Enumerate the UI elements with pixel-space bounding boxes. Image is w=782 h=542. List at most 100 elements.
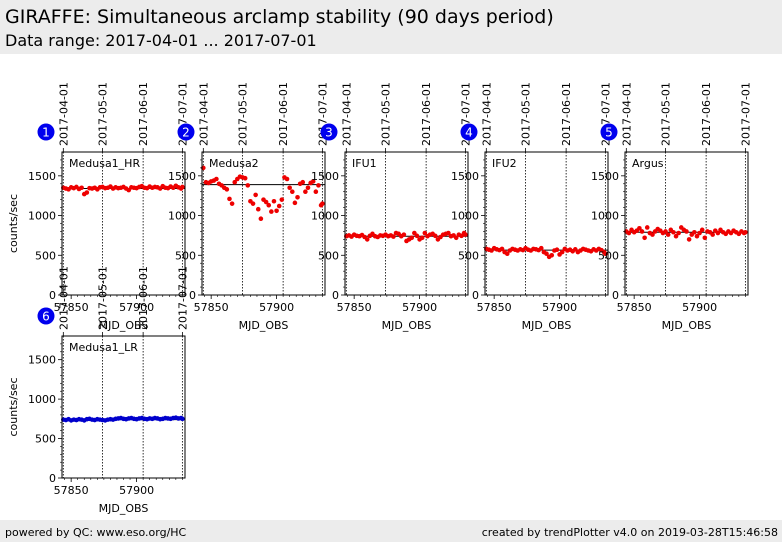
series-label: Medusa1_HR	[69, 157, 140, 170]
y-tick-label: 1500	[591, 170, 619, 183]
footer-bar: powered by QC: www.eso.org/HC created by…	[0, 520, 782, 542]
page-title: GIRAFFE: Simultaneous arclamp stability …	[5, 6, 554, 28]
data-point	[499, 246, 505, 252]
x-axis-label: MJD_OBS	[662, 319, 712, 332]
panel-number-badge	[460, 123, 478, 141]
x-tick-label: 57850	[54, 484, 89, 497]
panel-6: 2017-04-01 2017-05-01 2017-06-01 2017-07-01…	[7, 266, 189, 515]
y-axis-label: counts/sec	[7, 194, 20, 253]
x-axis-label: MJD_OBS	[382, 319, 432, 332]
date-tick-label: 2017-04-01	[57, 82, 70, 146]
date-tick-label: 2017-04-01	[480, 82, 493, 146]
data-point	[287, 185, 292, 191]
data-point	[559, 249, 565, 255]
y-tick-label: 500	[598, 249, 619, 262]
y-tick-label: 1000	[28, 210, 56, 223]
data-point	[391, 234, 396, 239]
date-tick-label: 2017-06-01	[420, 82, 433, 146]
x-tick-label: 57850	[617, 301, 652, 314]
panel-number-label: 5	[605, 126, 613, 140]
x-tick-label: 57850	[54, 301, 89, 314]
data-point	[699, 227, 705, 233]
data-point	[432, 233, 438, 239]
data-point	[292, 200, 298, 206]
date-tick-label: 2017-06-01	[560, 82, 573, 146]
data-point	[694, 233, 700, 239]
data-point	[453, 235, 459, 241]
data-point	[180, 416, 185, 422]
panel-number-badge	[177, 123, 195, 141]
data-point	[250, 201, 256, 206]
panel-1: 2017-04-01 2017-05-01 2017-06-01 2017-07-01…	[7, 82, 189, 332]
data-point	[554, 247, 560, 253]
x-tick-label: 57850	[194, 301, 229, 314]
data-point	[227, 196, 232, 202]
data-point	[414, 233, 420, 239]
data-point	[255, 206, 261, 212]
series-label: IFU1	[352, 157, 377, 170]
data-point	[626, 230, 632, 236]
plot-frame	[61, 335, 186, 479]
y-tick-label: 0	[472, 289, 479, 302]
data-point	[549, 252, 555, 258]
x-axis-label: MJD_OBS	[99, 319, 149, 332]
data-point	[84, 190, 90, 195]
y-tick-label: 0	[189, 289, 196, 302]
data-point	[603, 251, 608, 256]
date-tick-label: 2017-07-01	[739, 82, 752, 146]
data-point	[316, 183, 321, 188]
data-point	[419, 235, 425, 241]
data-point	[303, 189, 308, 195]
y-tick-label: 1500	[311, 170, 339, 183]
data-point	[715, 230, 721, 236]
data-point	[180, 184, 185, 190]
x-axis-label: MJD_OBS	[239, 319, 289, 332]
panel-number-label: 2	[182, 126, 190, 140]
data-point	[284, 176, 290, 182]
series-label: Argus	[632, 157, 664, 170]
panel-number-badge	[37, 123, 55, 141]
date-tick-label: 2017-06-01	[137, 82, 150, 146]
x-tick-label: 57850	[337, 301, 372, 314]
y-tick-label: 500	[35, 249, 56, 262]
y-tick-label: 0	[49, 289, 56, 302]
x-tick-label: 57850	[477, 301, 512, 314]
x-tick-label: 57900	[119, 301, 154, 314]
panel-number-label: 1	[42, 126, 50, 140]
header-bar: GIRAFFE: Simultaneous arclamp stability …	[0, 0, 782, 54]
date-tick-label: 2017-04-01	[57, 266, 70, 330]
date-tick-label: 2017-04-01	[197, 82, 210, 146]
data-point	[242, 175, 248, 181]
y-tick-label: 1500	[28, 170, 56, 183]
data-point	[697, 230, 702, 236]
data-point	[710, 232, 715, 237]
data-point	[229, 201, 235, 206]
series-label: Medusa2	[209, 157, 259, 170]
date-tick-label: 2017-05-01	[520, 82, 533, 146]
data-point	[684, 229, 689, 234]
x-tick-label: 57900	[542, 301, 577, 314]
x-tick-label: 57900	[119, 484, 154, 497]
x-axis-label: MJD_OBS	[522, 319, 572, 332]
x-tick-label: 57900	[259, 301, 294, 314]
date-tick-label: 2017-05-01	[97, 82, 110, 146]
data-point	[279, 197, 285, 202]
data-point	[650, 232, 655, 237]
y-tick-label: 0	[49, 472, 56, 485]
date-tick-label: 2017-06-01	[700, 82, 713, 146]
data-point	[271, 198, 277, 204]
data-point	[313, 189, 319, 195]
plot-frame	[344, 151, 469, 296]
panel-number-label: 4	[465, 126, 473, 140]
data-point	[300, 179, 306, 185]
panel-number-badge	[37, 307, 55, 325]
y-tick-label: 500	[35, 433, 56, 446]
data-point	[409, 235, 415, 241]
panel-2: 2017-04-01 2017-05-01 2017-06-01 2017-07-01…	[168, 82, 329, 332]
date-tick-label: 2017-06-01	[137, 266, 150, 330]
y-tick-label: 500	[318, 249, 339, 262]
plot-frame	[484, 151, 609, 296]
date-tick-label: 2017-05-01	[237, 82, 250, 146]
y-tick-label: 500	[458, 249, 479, 262]
data-point	[310, 179, 316, 184]
